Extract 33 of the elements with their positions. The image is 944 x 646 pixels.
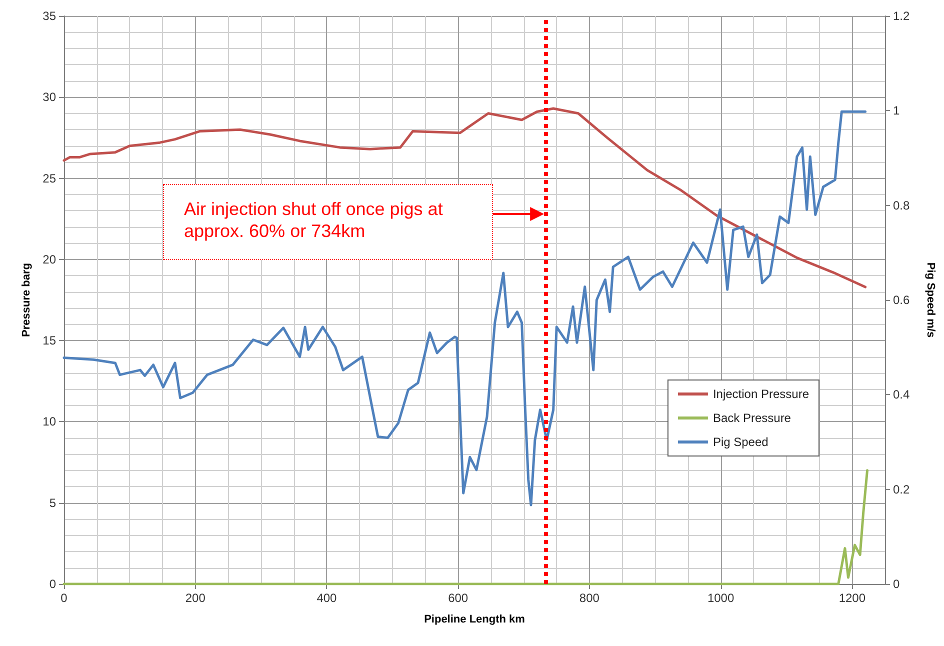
y-tick-label: 25: [42, 171, 56, 186]
x-tick-label: 1000: [707, 591, 734, 605]
y2-tick-label: 1: [893, 104, 900, 118]
y-tick-label: 35: [42, 9, 56, 23]
y2-tick-label: 0.8: [893, 198, 910, 212]
y2-axis-title: Pig Speed m/s: [924, 262, 936, 338]
legend-label: Pig Speed: [712, 435, 768, 449]
y-tick-label: 0: [49, 577, 56, 591]
y-tick-label: 5: [49, 496, 56, 510]
x-tick-label: 0: [60, 591, 68, 605]
y2-tick-label: 0.2: [893, 482, 910, 496]
x-tick-label: 1200: [838, 591, 866, 605]
line-series: [62, 110, 867, 506]
legend-label: Back Pressure: [712, 411, 792, 425]
x-tick-label: 600: [448, 591, 468, 605]
x-tick-label: 200: [185, 591, 206, 605]
y2-tick-label: 0: [893, 577, 900, 591]
y2-tick-label: 1.2: [893, 9, 910, 23]
line-series: [62, 469, 869, 586]
line-series: [62, 107, 867, 288]
y-tick-label: 20: [42, 252, 56, 266]
y-tick-label: 10: [42, 414, 56, 429]
annotation: Air injection shut off once pigs at approx. 60% or 734km: [184, 199, 443, 241]
y-tick-label: 30: [42, 90, 56, 104]
y2-tick-label: 0.4: [893, 388, 910, 402]
x-tick-label: 400: [316, 591, 338, 605]
note-box: Air injection shut off once pigs at approx. 60% or 734km: [163, 184, 493, 260]
y2-tick-label: 0.6: [893, 293, 910, 307]
y-axis-title: Pressure barg: [20, 263, 32, 337]
x-axis-title: Pipeline Length km: [424, 614, 526, 626]
y-tick-label: 15: [42, 334, 56, 348]
legend-label: Injection Pressure: [712, 387, 810, 401]
x-tick-label: 800: [579, 591, 600, 605]
